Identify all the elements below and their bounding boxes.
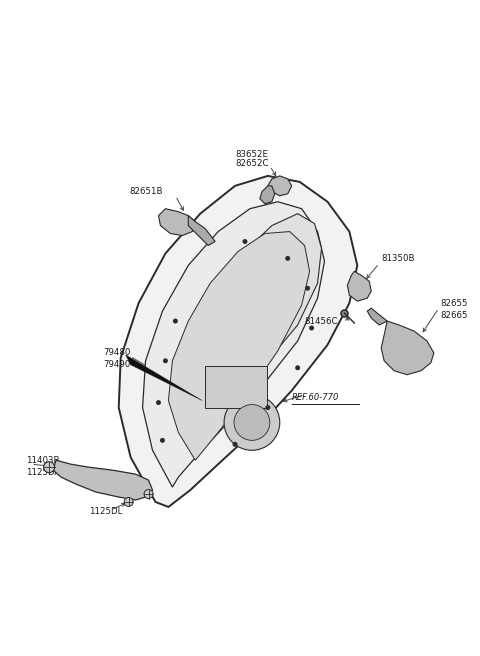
Text: REF.60-770: REF.60-770 — [292, 393, 339, 402]
Polygon shape — [260, 186, 275, 204]
Polygon shape — [119, 176, 357, 507]
Circle shape — [163, 358, 168, 363]
Text: 1125DL: 1125DL — [89, 508, 122, 516]
Circle shape — [173, 319, 178, 323]
Circle shape — [305, 286, 310, 291]
Text: 83652E: 83652E — [235, 150, 268, 159]
Text: 82655: 82655 — [441, 298, 468, 308]
Text: 11403B: 11403B — [26, 456, 60, 464]
Text: 81350B: 81350B — [381, 254, 415, 263]
Polygon shape — [268, 176, 292, 195]
Polygon shape — [158, 209, 195, 236]
Polygon shape — [367, 308, 387, 325]
Circle shape — [265, 405, 270, 410]
Circle shape — [285, 256, 290, 261]
Circle shape — [44, 462, 55, 473]
Polygon shape — [126, 355, 202, 401]
Text: 82665: 82665 — [441, 310, 468, 319]
Text: 1125DA: 1125DA — [26, 468, 60, 477]
Circle shape — [156, 400, 161, 405]
Circle shape — [232, 442, 238, 447]
Text: 81456C: 81456C — [304, 317, 337, 325]
Polygon shape — [168, 232, 310, 461]
Circle shape — [309, 325, 314, 331]
Circle shape — [144, 489, 153, 499]
Circle shape — [295, 365, 300, 370]
Circle shape — [234, 405, 270, 440]
Polygon shape — [381, 321, 434, 375]
Circle shape — [160, 438, 165, 443]
Text: 79490: 79490 — [103, 360, 131, 369]
Circle shape — [224, 395, 280, 450]
Polygon shape — [53, 461, 153, 500]
Text: 82652C: 82652C — [235, 159, 269, 169]
Text: 79480: 79480 — [103, 348, 131, 358]
Polygon shape — [188, 216, 215, 245]
Circle shape — [242, 239, 248, 244]
Circle shape — [124, 497, 133, 506]
Polygon shape — [348, 272, 371, 301]
Polygon shape — [185, 214, 322, 395]
Polygon shape — [143, 202, 324, 487]
Text: 82651B: 82651B — [129, 188, 162, 196]
Bar — [205, 366, 267, 407]
